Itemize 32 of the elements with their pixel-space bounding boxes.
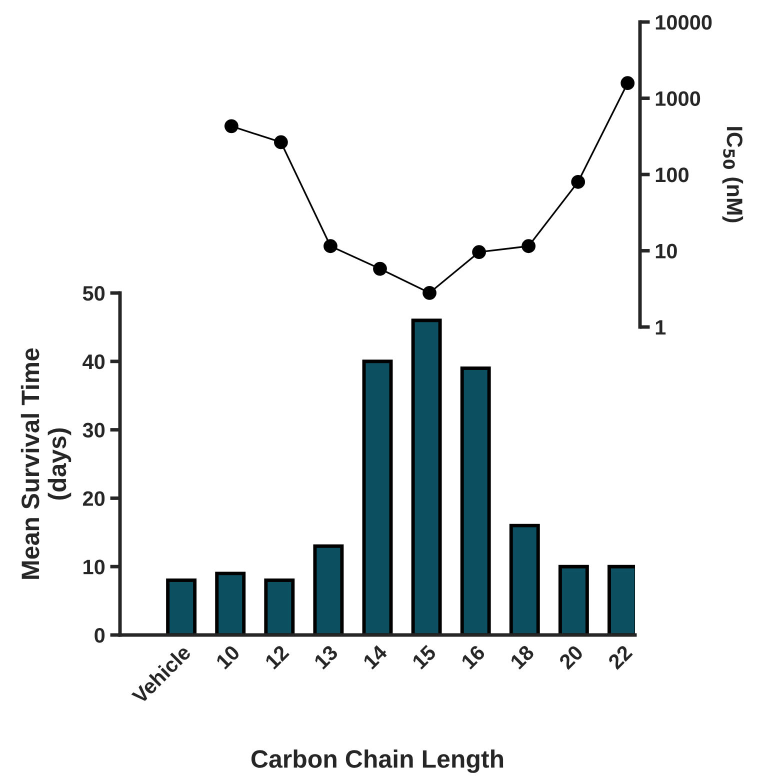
x-tick-label: 12 [264,644,290,670]
x-tick-label: 16 [460,644,486,670]
x-tick-label: 14 [362,644,388,670]
y-tick-label: 10000 [656,15,712,30]
point [422,286,436,300]
y-axis-title: IC$_{50}$ (nM) [722,127,744,222]
y-axis-title: Mean Survival Time (days) [20,348,72,579]
point [571,174,586,189]
y-tick-label: 10 [656,244,677,259]
y-tick-label: 50 [82,286,105,301]
y-tick-label: 40 [82,354,105,370]
y-tick-label: 1000 [656,91,700,106]
x-tick-label: 10 [215,644,241,670]
y-tick-label: 1 [656,320,666,335]
point [373,262,387,276]
point [224,119,238,134]
x-tick-label: 15 [412,644,437,670]
y-tick-label: 30 [82,422,105,438]
point [620,76,635,90]
x-tick-label: 20 [558,644,584,670]
y-tick-label: 20 [82,491,105,506]
point [324,239,338,254]
point [522,239,536,254]
x-tick-label: 13 [313,644,339,670]
y-tick-label: 100 [656,168,688,182]
y-tick-label: 10 [84,560,105,574]
y-tick-label: 0 [94,628,105,643]
x-tick-label: 18 [510,644,536,670]
point [274,135,288,150]
x-tick-label: 22 [607,644,633,670]
point [472,245,486,260]
x-axis-title: Carbon Chain Length [251,750,504,773]
